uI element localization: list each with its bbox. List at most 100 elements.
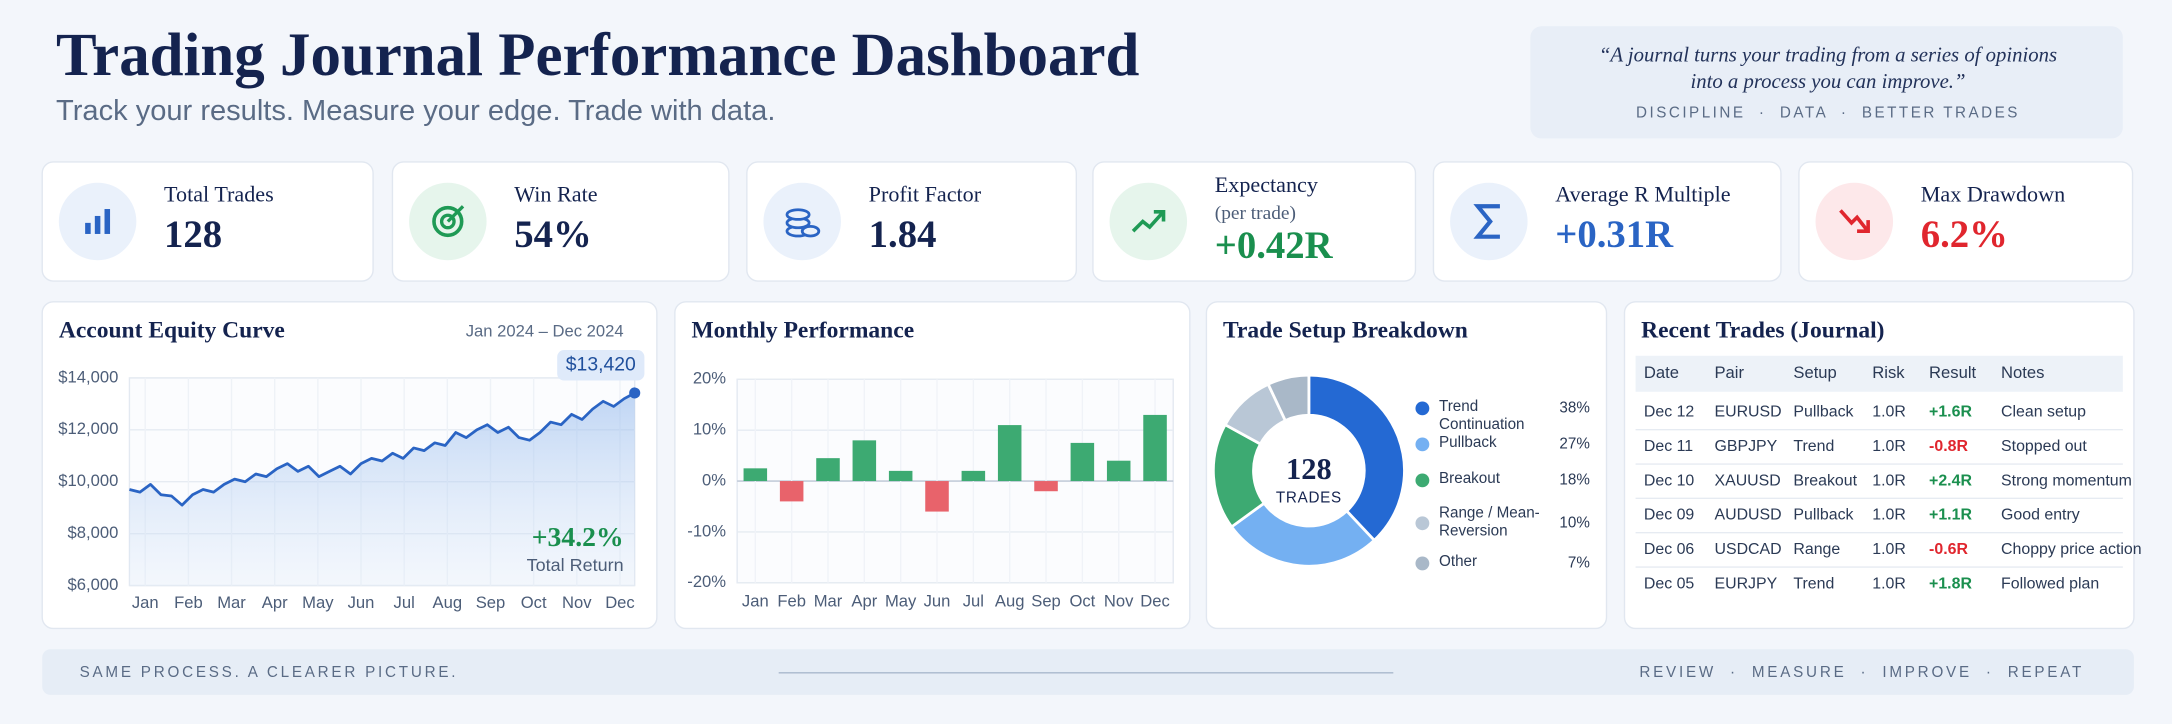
value-label: 7% (1568, 554, 1590, 571)
kpi-icon (58, 182, 137, 261)
table-cell: Range (1793, 541, 1840, 558)
y-tick-label: $12,000 (58, 419, 118, 438)
total-return: +34.2% (532, 521, 624, 552)
y-tick-label: 0% (702, 470, 726, 489)
x-tick-label: Jul (963, 592, 984, 611)
legend-item: Range / Mean-Reversion (1439, 505, 1540, 540)
icon-part (1473, 204, 1500, 239)
value-label: 27% (1559, 435, 1589, 452)
chart-subtitle: Jan 2024 – Dec 2024 (466, 322, 624, 341)
kpi-label: Profit Factor (869, 182, 982, 207)
table-cell: Strong momentum (2001, 472, 2132, 489)
table-cell: USDCAD (1714, 541, 1781, 558)
icon-part (446, 205, 465, 223)
legend-swatch (1415, 437, 1430, 452)
y-tick-label: $10,000 (58, 471, 118, 490)
table-cell: XAUUSD (1714, 472, 1780, 489)
table-cell: AUDUSD (1714, 507, 1781, 524)
y-tick-label: 10% (693, 420, 726, 439)
table-cell: +1.1R (1929, 507, 1972, 524)
x-tick-label: Jun (924, 592, 951, 611)
table-cell: Trend (1793, 438, 1834, 455)
column-header: Notes (2001, 363, 2044, 382)
x-tick-label: Apr (851, 592, 877, 611)
table-cell: Choppy price action (2001, 541, 2142, 558)
kpi-value: 54% (514, 213, 592, 256)
value-label: 18% (1559, 471, 1589, 488)
kpi-label: Expectancy (1215, 172, 1318, 197)
table-cell: GBPJPY (1714, 438, 1777, 455)
donut-segment (1266, 373, 1311, 423)
bar (743, 468, 768, 482)
icon-part (785, 208, 811, 221)
kpi-value: +0.42R (1215, 224, 1334, 267)
x-tick-label: Feb (174, 593, 203, 612)
kpi-icon (409, 182, 487, 261)
table-cell: EURJPY (1714, 575, 1777, 592)
y-tick-label: $14,000 (58, 367, 118, 386)
kpi-card (1432, 161, 1782, 282)
center-value: 128 (1286, 452, 1332, 486)
table-title: Recent Trades (Journal) (1641, 318, 1884, 344)
icon-part (85, 222, 91, 234)
table-cell: Stopped out (2001, 438, 2087, 455)
kpi-card (1798, 161, 2134, 282)
table-cell: -0.8R (1929, 438, 1968, 455)
bar (1070, 442, 1095, 482)
table-cell: 1.0R (1872, 575, 1906, 592)
bar (925, 481, 949, 512)
table-header-bg (1635, 355, 2123, 392)
kpi-icon (1815, 182, 1894, 261)
callout-label: $13,420 (566, 353, 636, 375)
y-tick-label: $8,000 (68, 523, 119, 542)
legend-swatch (1415, 473, 1430, 488)
kpi-card (746, 161, 1078, 282)
x-tick-label: Dec (605, 593, 635, 612)
table-cell: +1.6R (1929, 404, 1972, 421)
legend-item: Other (1439, 554, 1477, 571)
kpi-value: +0.31R (1555, 213, 1674, 256)
legend-label: Trend Continuation (1439, 398, 1525, 434)
table-cell: +2.4R (1929, 472, 1972, 489)
x-tick-label: Apr (262, 593, 288, 612)
legend-label: Breakout (1439, 470, 1500, 488)
y-tick-label: 20% (693, 369, 726, 388)
legend-swatch (1415, 516, 1430, 531)
kpi-sublabel: (per trade) (1215, 203, 1296, 224)
kpi-card (1092, 161, 1417, 282)
bar (852, 440, 877, 482)
table-cell: Dec 12 (1644, 404, 1695, 421)
kpi-label: Average R Multiple (1555, 182, 1730, 207)
chart-title: Monthly Performance (691, 318, 914, 344)
quote-line: “A journal turns your trading from a ser… (1599, 45, 2057, 67)
x-tick-label: Jan (742, 592, 769, 611)
value-label: 38% (1559, 399, 1589, 416)
bar (888, 470, 913, 482)
table-cell: 1.0R (1872, 438, 1906, 455)
legend-item: Pullback (1439, 435, 1497, 452)
column-header: Setup (1793, 363, 1836, 382)
kpi-label: Max Drawdown (1921, 182, 2065, 207)
bar (997, 425, 1022, 482)
x-tick-label: Nov (562, 593, 592, 612)
y-tick-label: $6,000 (68, 575, 119, 594)
x-tick-label: Mar (217, 593, 246, 612)
table-cell: Dec 10 (1644, 472, 1695, 489)
table-cell: Followed plan (2001, 575, 2099, 592)
legend-item: Trend Continuation (1439, 398, 1525, 434)
equity-area (129, 393, 635, 586)
table-cell: Breakout (1793, 472, 1857, 489)
legend-swatch (1415, 556, 1430, 571)
table-cell: Trend (1793, 575, 1834, 592)
icon-bg (1109, 182, 1188, 261)
y-tick-label: -20% (687, 572, 726, 591)
footer-right: REVIEW · MEASURE · IMPROVE · REPEAT (1639, 664, 2084, 681)
x-tick-label: Mar (814, 592, 843, 611)
column-header: Date (1644, 363, 1679, 382)
bar (816, 458, 840, 482)
x-tick-label: Sep (476, 593, 506, 612)
column-header: Pair (1714, 363, 1744, 382)
legend-item: Breakout (1439, 470, 1500, 488)
title: Trading Journal Performance Dashboard (56, 22, 1139, 89)
